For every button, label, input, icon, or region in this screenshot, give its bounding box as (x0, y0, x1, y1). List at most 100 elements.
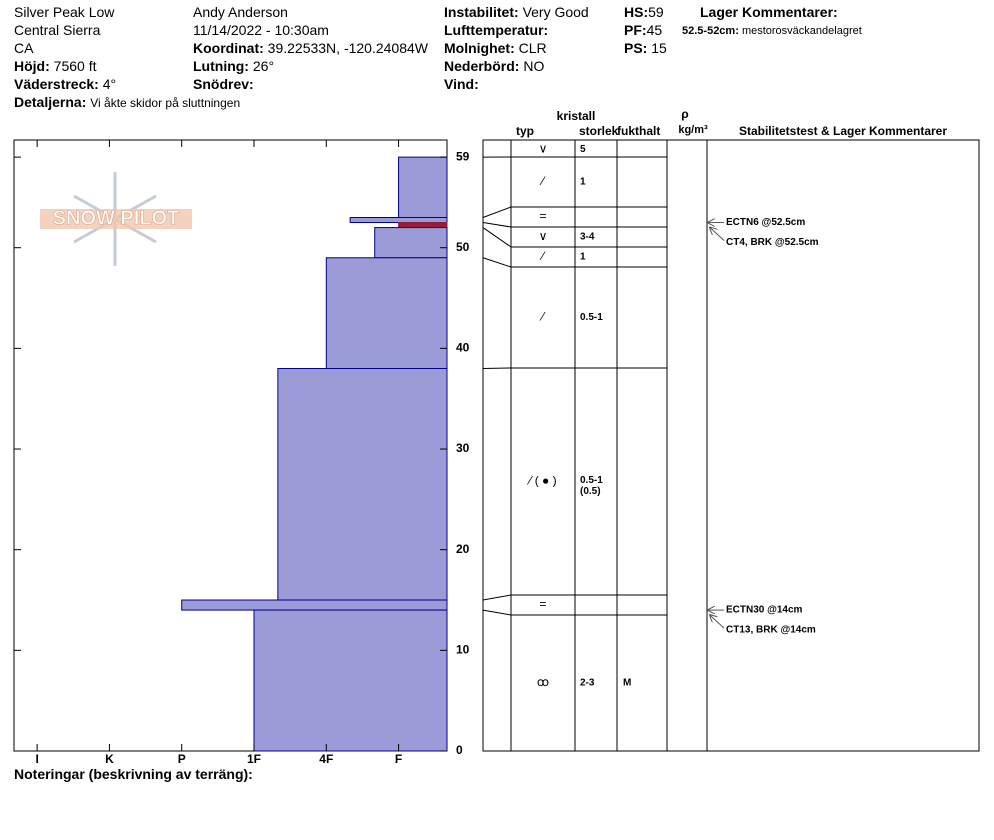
grain-type: ⁄ ( ● ) (526, 474, 556, 488)
wind: Vind: (444, 76, 479, 92)
table-headers: typ kristall storlek fukthalt ρ kg/m³ St… (516, 107, 947, 138)
grain-size: 0.5-1 (580, 475, 603, 486)
grain-type: ∨ (539, 142, 548, 156)
label: Instabilitet: (444, 4, 519, 20)
label: Väderstreck: (14, 76, 99, 92)
datetime: 11/14/2022 - 10:30am (193, 22, 329, 38)
grain-size: 3-4 (580, 232, 595, 243)
test-label: CT13, BRK @14cm (726, 625, 816, 636)
layer (398, 156, 448, 219)
value: 39.22533N, -120.24084W (267, 40, 428, 56)
header-type: typ (516, 124, 534, 138)
range: Central Sierra (14, 22, 101, 38)
x-tick-label: 1F (247, 752, 261, 765)
layer (181, 599, 448, 611)
test-arrow (710, 615, 725, 629)
grain-size: (0.5) (580, 486, 601, 497)
stability: Instabilitet: Very Good (444, 4, 589, 20)
label: Koordinat: (193, 40, 264, 56)
precip: Nederbörd: NO (444, 58, 544, 74)
layer (374, 227, 448, 259)
y-tick-label: 30 (456, 441, 470, 455)
grain-type: = (539, 597, 546, 611)
pf: PF:45 (624, 22, 662, 38)
y-tick-label: 50 (456, 240, 470, 254)
sky: Molnighet: CLR (444, 40, 547, 56)
x-tick-label: P (178, 752, 186, 765)
value: 26° (252, 58, 275, 74)
observer: Andy Anderson (193, 4, 288, 20)
label: PS: (624, 40, 648, 56)
value: 15 (651, 40, 667, 56)
aspect: Väderstreck: 4° (14, 76, 116, 92)
grain-size: 5 (580, 144, 586, 155)
grain-size: 1 (580, 252, 586, 263)
grain-type: ⁄ (539, 249, 546, 263)
logo: SNOW PILOT (53, 207, 180, 229)
label: Vind: (444, 76, 479, 92)
header-size: storlek (579, 124, 619, 138)
layer (253, 609, 448, 752)
wind-loading: Snödrev: (193, 76, 254, 92)
details: Detaljerna: Vi åkte skidor på sluttninge… (14, 94, 240, 111)
header-comments: Stabilitetstest & Lager Kommentarer (739, 124, 947, 138)
label: 52.5-52cm: (682, 25, 739, 37)
layer-connector (482, 227, 512, 248)
ps: PS: 15 (624, 40, 667, 56)
test-label: ECTN6 @52.5cm (726, 217, 805, 228)
grain-size: 0.5-1 (580, 312, 603, 323)
notes: Noteringar (beskrivning av terräng): (14, 766, 253, 782)
label: HS: (624, 4, 649, 20)
layer (325, 257, 448, 369)
y-tick-label: 10 (456, 643, 470, 657)
x-tick-label: K (105, 752, 114, 765)
value: mestorosväckandelagret (741, 25, 862, 37)
y-tick-label: 59 (456, 149, 470, 163)
value: 45 (646, 22, 663, 38)
value: Very Good (522, 4, 589, 20)
layer-connector (482, 222, 512, 228)
layer-connector (482, 257, 512, 268)
label: Lutning: (193, 58, 249, 74)
grain-type: ⁄ (539, 174, 546, 188)
value: 4° (102, 76, 117, 92)
grain-type: ∨ (539, 229, 548, 243)
label: Molnighet: (444, 40, 515, 56)
label: Höjd: (14, 58, 50, 74)
x-tick-label: 4F (319, 752, 333, 765)
layer (349, 217, 448, 224)
state: CA (14, 40, 34, 56)
profile: SNOW PILOT typ kristall storlek fukthalt… (13, 107, 980, 765)
table-columns (510, 140, 708, 751)
grain-size: 1 (580, 177, 586, 188)
y-tick-label: 20 (456, 542, 470, 556)
moisture: M (623, 678, 631, 689)
header-density: kg/m³ (678, 124, 708, 136)
grain-size: 2-3 (580, 678, 595, 689)
slope: Lutning: 26° (193, 58, 274, 74)
logo-band (40, 209, 192, 229)
label: Nederbörd: (444, 58, 520, 74)
site: Silver Peak Low (14, 4, 115, 20)
table-frame (482, 139, 980, 752)
label: PF: (624, 22, 647, 38)
test-arrow (710, 228, 725, 241)
elevation: Höjd: 7560 ft (14, 58, 96, 74)
layer-connector (482, 206, 512, 218)
test-label: ECTN30 @14cm (726, 605, 803, 616)
value: 7560 ft (53, 58, 97, 74)
hs: HS:59 (624, 4, 664, 20)
layer (277, 367, 448, 601)
grain-type: = (539, 209, 546, 223)
grain-type: ꝏ (537, 675, 549, 689)
value: 59 (648, 4, 664, 20)
x-tick-label: F (395, 752, 402, 765)
grain-type: ⁄ (539, 310, 546, 324)
layer-comments-title: Lager Kommentarer: (700, 4, 838, 20)
y-tick-label: 0 (456, 743, 463, 757)
label: Detaljerna: (14, 94, 87, 110)
layer-connector (482, 609, 512, 616)
layer (398, 222, 448, 229)
label: Snödrev: (193, 76, 254, 92)
